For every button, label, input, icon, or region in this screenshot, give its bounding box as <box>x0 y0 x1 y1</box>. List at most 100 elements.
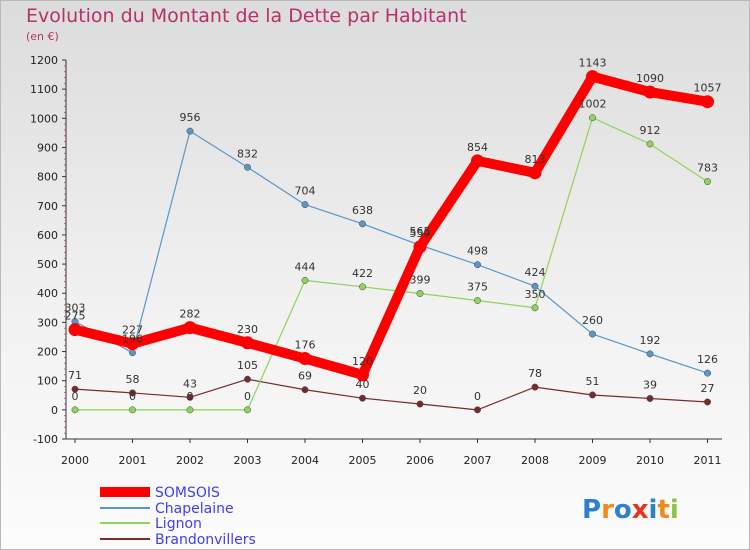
series-line-somsois <box>70 71 713 380</box>
x-tick-label: 2001 <box>119 454 147 467</box>
axes: -100010020030040050060070080090010001100… <box>30 54 722 467</box>
data-point <box>183 321 197 335</box>
data-point <box>186 393 194 401</box>
data-point <box>68 323 82 337</box>
data-labels: 71 58 43 105 69 40 20 0 78 51 39 27 0 0 0 0 444 422 399 375… <box>65 57 722 403</box>
series-layer <box>68 70 714 414</box>
series-brandonvillers <box>71 375 711 414</box>
data-label: 227 <box>122 324 143 337</box>
data-point <box>531 282 539 290</box>
data-label: 303 <box>65 302 86 315</box>
y-tick-label: 100 <box>37 375 58 388</box>
data-label: 498 <box>467 245 488 258</box>
data-label: 260 <box>582 314 603 327</box>
data-point <box>701 95 714 109</box>
data-label: 39 <box>643 378 657 391</box>
data-label: 704 <box>295 185 316 198</box>
y-tick-label: 800 <box>37 171 58 184</box>
series-chapelaine <box>71 127 711 377</box>
x-tick-label: 2006 <box>406 454 434 467</box>
data-point <box>531 383 539 391</box>
data-point <box>471 154 484 168</box>
x-tick-label: 2010 <box>636 454 664 467</box>
data-point <box>71 406 79 414</box>
data-point <box>416 400 424 408</box>
x-tick-label: 2011 <box>694 454 722 467</box>
data-label: 813 <box>525 153 546 166</box>
data-point <box>186 127 194 135</box>
data-point <box>474 406 481 414</box>
data-label: 1057 <box>694 82 722 95</box>
data-label: 282 <box>180 308 201 321</box>
data-label: 0 <box>129 390 136 403</box>
data-label: 126 <box>697 353 718 366</box>
data-label: 51 <box>586 375 600 388</box>
y-tick-label: 200 <box>37 346 58 359</box>
data-label: 1090 <box>636 72 664 85</box>
series-line-lignon <box>74 117 709 411</box>
data-point <box>589 114 596 122</box>
x-tick-label: 2004 <box>291 454 319 467</box>
legend-label: SOMSOIS <box>155 485 220 501</box>
y-tick-label: 1000 <box>30 112 58 125</box>
x-tick-label: 2007 <box>464 454 492 467</box>
proxiti-logo: Proxiti <box>582 495 679 525</box>
data-label: 0 <box>244 390 251 403</box>
data-point <box>531 304 539 312</box>
data-label: 422 <box>352 267 373 280</box>
series-line-chapelaine <box>74 130 709 374</box>
y-tick-label: 300 <box>37 316 58 329</box>
data-label: 399 <box>410 274 431 287</box>
data-point <box>359 220 366 228</box>
data-label: 854 <box>467 141 488 154</box>
data-label: 69 <box>298 370 312 383</box>
data-label: 783 <box>697 162 718 175</box>
data-point <box>244 163 251 171</box>
data-point <box>646 395 654 402</box>
data-point <box>528 166 542 180</box>
x-tick-label: 2008 <box>521 454 549 467</box>
y-tick-label: 700 <box>37 200 58 213</box>
data-label: 1143 <box>579 57 607 70</box>
data-point <box>359 394 366 402</box>
data-label: 27 <box>701 382 715 395</box>
data-label: 230 <box>237 323 258 336</box>
data-point <box>241 336 254 350</box>
x-tick-label: 2002 <box>176 454 204 467</box>
y-tick-label: 900 <box>37 141 58 154</box>
series-lignon <box>71 114 711 414</box>
legend-item-chapelaine: Chapelaine <box>100 501 234 517</box>
chart-title: Evolution du Montant de la Dette par Hab… <box>26 5 467 27</box>
legend-item-lignon: Lignon <box>100 516 202 532</box>
series-line-brandonvillers <box>74 378 709 411</box>
data-label: 43 <box>183 377 197 390</box>
legend-item-brandonvillers: Brandonvillers <box>100 532 256 548</box>
data-label: 832 <box>237 147 258 160</box>
data-label: 424 <box>525 266 546 279</box>
data-label: 78 <box>528 367 542 380</box>
y-tick-label: -100 <box>33 433 58 446</box>
data-point <box>301 201 309 209</box>
y-tick-label: 1100 <box>30 83 58 96</box>
data-label: 0 <box>474 390 481 403</box>
data-point <box>298 352 312 366</box>
data-point <box>356 368 369 382</box>
data-label: 1002 <box>579 98 607 111</box>
data-point <box>129 349 136 357</box>
data-point <box>589 391 596 399</box>
data-label: 912 <box>640 124 661 137</box>
data-label: 176 <box>295 339 316 352</box>
data-label: 275 <box>65 310 86 323</box>
y-tick-label: 600 <box>37 229 58 242</box>
data-point <box>301 386 309 394</box>
data-label: 638 <box>352 204 373 217</box>
data-point <box>474 261 481 269</box>
data-point <box>244 406 251 414</box>
legend-label: Brandonvillers <box>155 532 256 548</box>
series-somsois <box>68 70 714 382</box>
data-point <box>71 385 79 393</box>
x-tick-label: 2000 <box>61 454 89 467</box>
data-label: 58 <box>126 373 140 386</box>
data-label: 565 <box>410 225 431 238</box>
